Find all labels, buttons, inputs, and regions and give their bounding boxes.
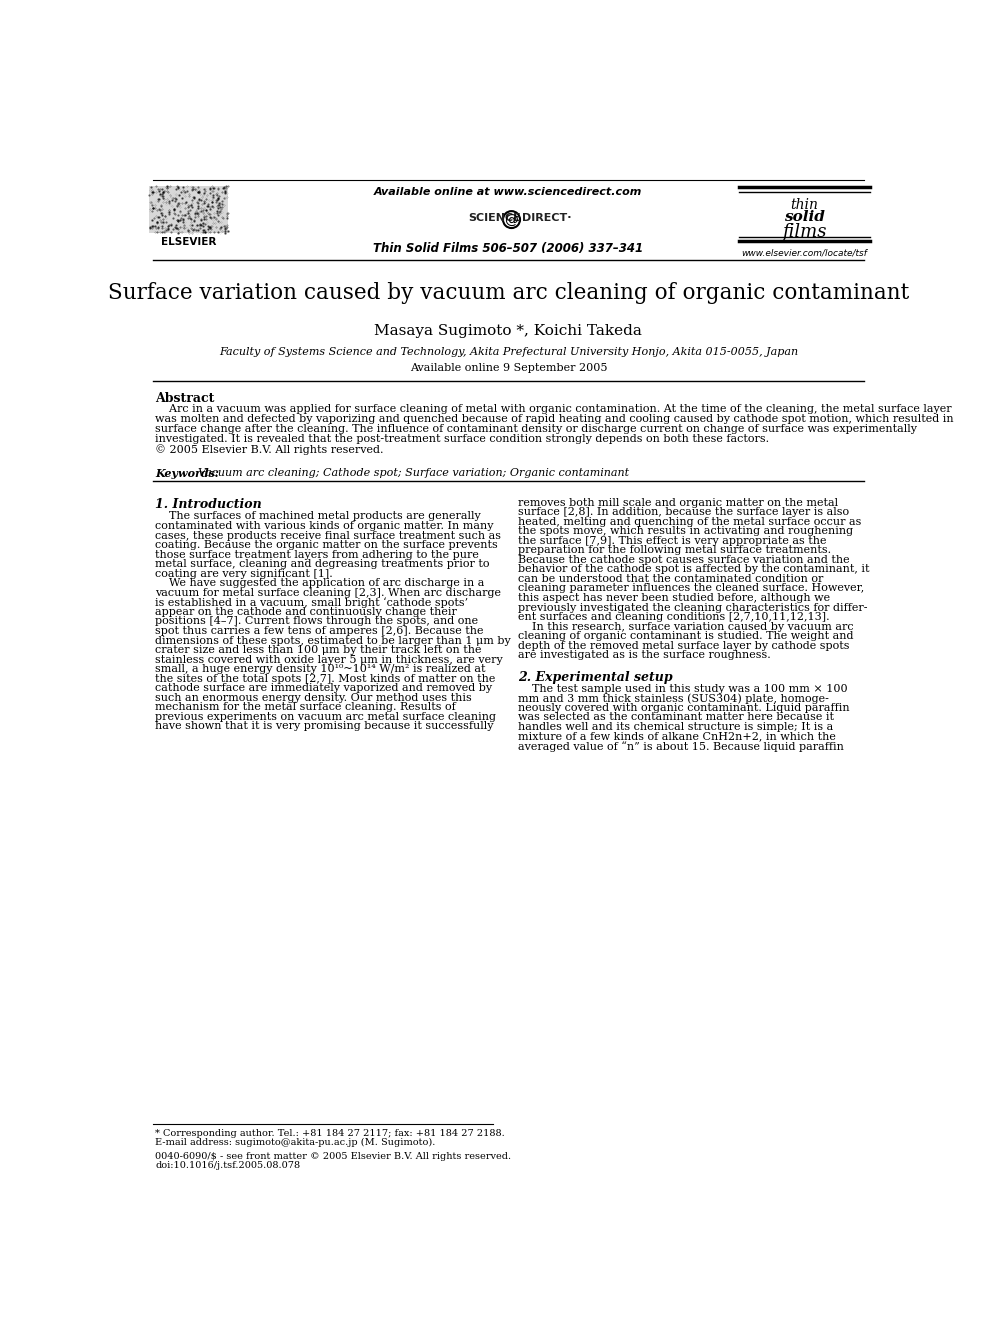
Text: this aspect has never been studied before, although we: this aspect has never been studied befor… <box>518 593 830 603</box>
Text: have shown that it is very promising because it successfully: have shown that it is very promising bec… <box>155 721 493 732</box>
Text: In this research, surface variation caused by vacuum arc: In this research, surface variation caus… <box>518 622 853 631</box>
Text: previously investigated the cleaning characteristics for differ-: previously investigated the cleaning cha… <box>518 602 867 613</box>
Text: such an enormous energy density. Our method uses this: such an enormous energy density. Our met… <box>155 693 472 703</box>
Text: mechanism for the metal surface cleaning. Results of: mechanism for the metal surface cleaning… <box>155 703 455 712</box>
Text: cases, these products receive final surface treatment such as: cases, these products receive final surf… <box>155 531 501 541</box>
Text: investigated. It is revealed that the post-treatment surface condition strongly : investigated. It is revealed that the po… <box>155 434 769 445</box>
Text: depth of the removed metal surface layer by cathode spots: depth of the removed metal surface layer… <box>518 640 849 651</box>
Text: Available online 9 September 2005: Available online 9 September 2005 <box>410 363 607 373</box>
Text: We have suggested the application of arc discharge in a: We have suggested the application of arc… <box>155 578 484 589</box>
Text: coating are very significant [1].: coating are very significant [1]. <box>155 569 332 578</box>
Text: averaged value of “n” is about 15. Because liquid paraffin: averaged value of “n” is about 15. Becau… <box>518 741 843 751</box>
Text: mm and 3 mm thick stainless (SUS304) plate, homoge-: mm and 3 mm thick stainless (SUS304) pla… <box>518 693 828 704</box>
Text: The surfaces of machined metal products are generally: The surfaces of machined metal products … <box>155 512 481 521</box>
Text: thin: thin <box>791 198 818 212</box>
Text: Because the cathode spot causes surface variation and the: Because the cathode spot causes surface … <box>518 554 849 565</box>
Text: preparation for the following metal surface treatments.: preparation for the following metal surf… <box>518 545 831 556</box>
Text: © 2005 Elsevier B.V. All rights reserved.: © 2005 Elsevier B.V. All rights reserved… <box>155 445 384 455</box>
Text: is established in a vacuum, small bright ‘cathode spots’: is established in a vacuum, small bright… <box>155 598 468 609</box>
Text: are investigated as is the surface roughness.: are investigated as is the surface rough… <box>518 651 771 660</box>
Text: ELSEVIER: ELSEVIER <box>161 237 216 247</box>
Text: 0040-6090/$ - see front matter © 2005 Elsevier B.V. All rights reserved.: 0040-6090/$ - see front matter © 2005 El… <box>155 1152 511 1162</box>
Text: coating. Because the organic matter on the surface prevents: coating. Because the organic matter on t… <box>155 540 498 550</box>
Text: contaminated with various kinds of organic matter. In many: contaminated with various kinds of organ… <box>155 521 493 531</box>
Text: the spots move, which results in activating and roughening: the spots move, which results in activat… <box>518 527 853 536</box>
Text: Abstract: Abstract <box>155 392 214 405</box>
Text: Keywords:: Keywords: <box>155 468 219 479</box>
Text: appear on the cathode and continuously change their: appear on the cathode and continuously c… <box>155 607 457 617</box>
Text: solid: solid <box>784 209 825 224</box>
Text: SCIENCE: SCIENCE <box>468 213 521 222</box>
Text: Thin Solid Films 506–507 (2006) 337–341: Thin Solid Films 506–507 (2006) 337–341 <box>373 242 644 255</box>
Text: behavior of the cathode spot is affected by the contaminant, it: behavior of the cathode spot is affected… <box>518 565 869 574</box>
Text: Faculty of Systems Science and Technology, Akita Prefectural University Honjo, A: Faculty of Systems Science and Technolog… <box>219 347 798 357</box>
Text: spot thus carries a few tens of amperes [2,6]. Because the: spot thus carries a few tens of amperes … <box>155 626 483 636</box>
Text: Available online at www.sciencedirect.com: Available online at www.sciencedirect.co… <box>374 188 643 197</box>
Text: films: films <box>783 222 826 241</box>
Text: cleaning parameter influences the cleaned surface. However,: cleaning parameter influences the cleane… <box>518 583 864 594</box>
Text: heated, melting and quenching of the metal surface occur as: heated, melting and quenching of the met… <box>518 517 861 527</box>
Text: mixture of a few kinds of alkane CnH2n+2, in which the: mixture of a few kinds of alkane CnH2n+2… <box>518 732 835 741</box>
Text: vacuum for metal surface cleaning [2,3]. When arc discharge: vacuum for metal surface cleaning [2,3].… <box>155 587 501 598</box>
Text: Masaya Sugimoto *, Koichi Takeda: Masaya Sugimoto *, Koichi Takeda <box>374 324 643 339</box>
Text: cathode surface are immediately vaporized and removed by: cathode surface are immediately vaporize… <box>155 683 492 693</box>
Text: can be understood that the contaminated condition or: can be understood that the contaminated … <box>518 574 823 583</box>
Text: DIRECT·: DIRECT· <box>523 213 571 222</box>
Text: surface change after the cleaning. The influence of contaminant density or disch: surface change after the cleaning. The i… <box>155 425 917 434</box>
Text: * Corresponding author. Tel.: +81 184 27 2117; fax: +81 184 27 2188.: * Corresponding author. Tel.: +81 184 27… <box>155 1129 505 1138</box>
Text: stainless covered with oxide layer 5 μm in thickness, are very: stainless covered with oxide layer 5 μm … <box>155 655 503 664</box>
Text: removes both mill scale and organic matter on the metal: removes both mill scale and organic matt… <box>518 497 838 508</box>
Text: ent surfaces and cleaning conditions [2,7,10,11,12,13].: ent surfaces and cleaning conditions [2,… <box>518 613 829 622</box>
Text: neously covered with organic contaminant. Liquid paraffin: neously covered with organic contaminant… <box>518 703 849 713</box>
Text: The test sample used in this study was a 100 mm × 100: The test sample used in this study was a… <box>518 684 847 693</box>
Text: small, a huge energy density 10¹⁰~10¹⁴ W/m² is realized at: small, a huge energy density 10¹⁰~10¹⁴ W… <box>155 664 485 675</box>
Text: 1. Introduction: 1. Introduction <box>155 497 262 511</box>
Text: surface [2,8]. In addition, because the surface layer is also: surface [2,8]. In addition, because the … <box>518 507 849 517</box>
Text: those surface treatment layers from adhering to the pure: those surface treatment layers from adhe… <box>155 549 479 560</box>
Text: Vacuum arc cleaning; Cathode spot; Surface variation; Organic contaminant: Vacuum arc cleaning; Cathode spot; Surfa… <box>198 468 630 479</box>
Text: was selected as the contaminant matter here because it: was selected as the contaminant matter h… <box>518 712 833 722</box>
Text: doi:10.1016/j.tsf.2005.08.078: doi:10.1016/j.tsf.2005.08.078 <box>155 1162 301 1171</box>
Text: @: @ <box>505 214 519 228</box>
Bar <box>149 185 228 233</box>
Text: E-mail address: sugimoto@akita-pu.ac.jp (M. Sugimoto).: E-mail address: sugimoto@akita-pu.ac.jp … <box>155 1138 435 1147</box>
Text: 2. Experimental setup: 2. Experimental setup <box>518 671 673 684</box>
Text: was molten and defected by vaporizing and quenched because of rapid heating and : was molten and defected by vaporizing an… <box>155 414 953 425</box>
Text: cleaning of organic contaminant is studied. The weight and: cleaning of organic contaminant is studi… <box>518 631 853 642</box>
Text: previous experiments on vacuum arc metal surface cleaning: previous experiments on vacuum arc metal… <box>155 712 496 722</box>
Text: www.elsevier.com/locate/tsf: www.elsevier.com/locate/tsf <box>741 249 867 257</box>
Text: dimensions of these spots, estimated to be larger than 1 μm by: dimensions of these spots, estimated to … <box>155 635 511 646</box>
Text: handles well and its chemical structure is simple; It is a: handles well and its chemical structure … <box>518 722 833 732</box>
Text: positions [4–7]. Current flows through the spots, and one: positions [4–7]. Current flows through t… <box>155 617 478 627</box>
Text: metal surface, cleaning and degreasing treatments prior to: metal surface, cleaning and degreasing t… <box>155 560 489 569</box>
Text: Surface variation caused by vacuum arc cleaning of organic contaminant: Surface variation caused by vacuum arc c… <box>108 282 909 304</box>
Text: the sites of the total spots [2,7]. Most kinds of matter on the: the sites of the total spots [2,7]. Most… <box>155 673 495 684</box>
Text: crater size and less than 100 μm by their track left on the: crater size and less than 100 μm by thei… <box>155 646 481 655</box>
Text: Arc in a vacuum was applied for surface cleaning of metal with organic contamina: Arc in a vacuum was applied for surface … <box>155 405 951 414</box>
Text: the surface [7,9]. This effect is very appropriate as the: the surface [7,9]. This effect is very a… <box>518 536 826 546</box>
